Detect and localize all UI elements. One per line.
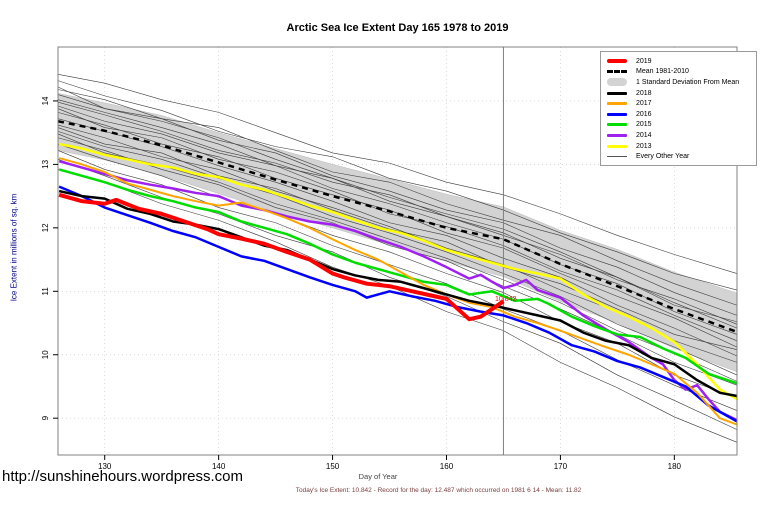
series-2016 [58,185,738,423]
y-tick-label: 12 [41,223,50,232]
legend-swatch [607,156,631,158]
every-other-year-line [57,99,738,325]
legend-label: 2016 [636,110,652,118]
every-other-year-line [57,94,738,316]
every-other-year-line [57,108,738,342]
legend-item-2015: 2015 [607,120,752,131]
x-tick-label: 160 [440,462,454,471]
legend-label: 2013 [636,142,652,150]
legend-swatch [607,59,631,64]
series-2014 [58,160,738,422]
x-tick-label: 150 [326,462,340,471]
legend-item-2019: 2019 [607,56,752,67]
legend-item-2016: 2016 [607,109,752,120]
series-mean-1981-2010 [57,120,738,334]
every-other-year-line [57,118,738,357]
y-tick-label: 10 [41,350,50,359]
x-tick-label: 140 [212,462,226,471]
legend-label: 1 Standard Deviation From Mean [636,78,740,86]
series-2013 [58,142,738,401]
plot-border [57,46,738,456]
legend-item-every-other-year: Every Other Year [607,151,752,162]
chart-legend: 2019 Mean 1981-2010 1 Standard Deviation F… [600,51,757,166]
legend-item-1-standard-deviation-from-mean: 1 Standard Deviation From Mean [607,77,752,88]
legend-item-2017: 2017 [607,98,752,109]
legend-label: 2017 [636,100,652,108]
source-url-text: http://sunshinehours.wordpress.com [2,468,243,485]
legend-item-2014: 2014 [607,130,752,141]
legend-label: Every Other Year [636,153,690,161]
y-tick-label: 13 [41,159,50,168]
y-tick-label: 14 [41,96,50,105]
stats-caption: Today's Ice Extent: 10.842 - Record for … [295,487,582,494]
series-2015 [58,168,738,385]
x-tick-label: 130 [98,462,112,471]
every-other-year-line [57,105,738,335]
every-other-year-line [57,80,738,291]
legend-label: Mean 1981-2010 [636,68,689,76]
legend-swatch [607,123,631,127]
legend-swatch [607,70,631,74]
legend-swatch [607,133,631,137]
y-axis-label: Ice Extent in millions of sq. km [9,193,19,302]
chart-title: Arctic Sea Ice Extent Day 165 1978 to 20… [286,22,509,34]
series-2017 [58,157,738,426]
x-axis-label: Day of Year [358,472,398,481]
y-tick-label: 9 [41,415,50,420]
series-2018 [58,189,738,398]
series-2019 [58,192,505,322]
legend-swatch [607,112,631,116]
todays-value-annotation: 10.842 [495,296,517,303]
legend-item-2013: 2013 [607,141,752,152]
legend-item-2018: 2018 [607,88,752,99]
legend-swatch [607,91,631,95]
every-other-year-line [57,73,738,274]
legend-swatch [607,102,631,106]
legend-label: 2018 [636,89,652,97]
legend-swatch [607,78,631,87]
legend-label: 2015 [636,121,652,129]
legend-item-mean-1981-2010: Mean 1981-2010 [607,67,752,78]
every-other-year-line [57,131,738,376]
x-tick-label: 180 [668,462,682,471]
x-tick-label: 170 [554,462,568,471]
legend-label: 2014 [636,131,652,139]
every-other-year-line [57,101,738,323]
legend-label: 2019 [636,57,652,65]
y-tick-label: 11 [41,287,50,296]
legend-swatch [607,144,631,148]
